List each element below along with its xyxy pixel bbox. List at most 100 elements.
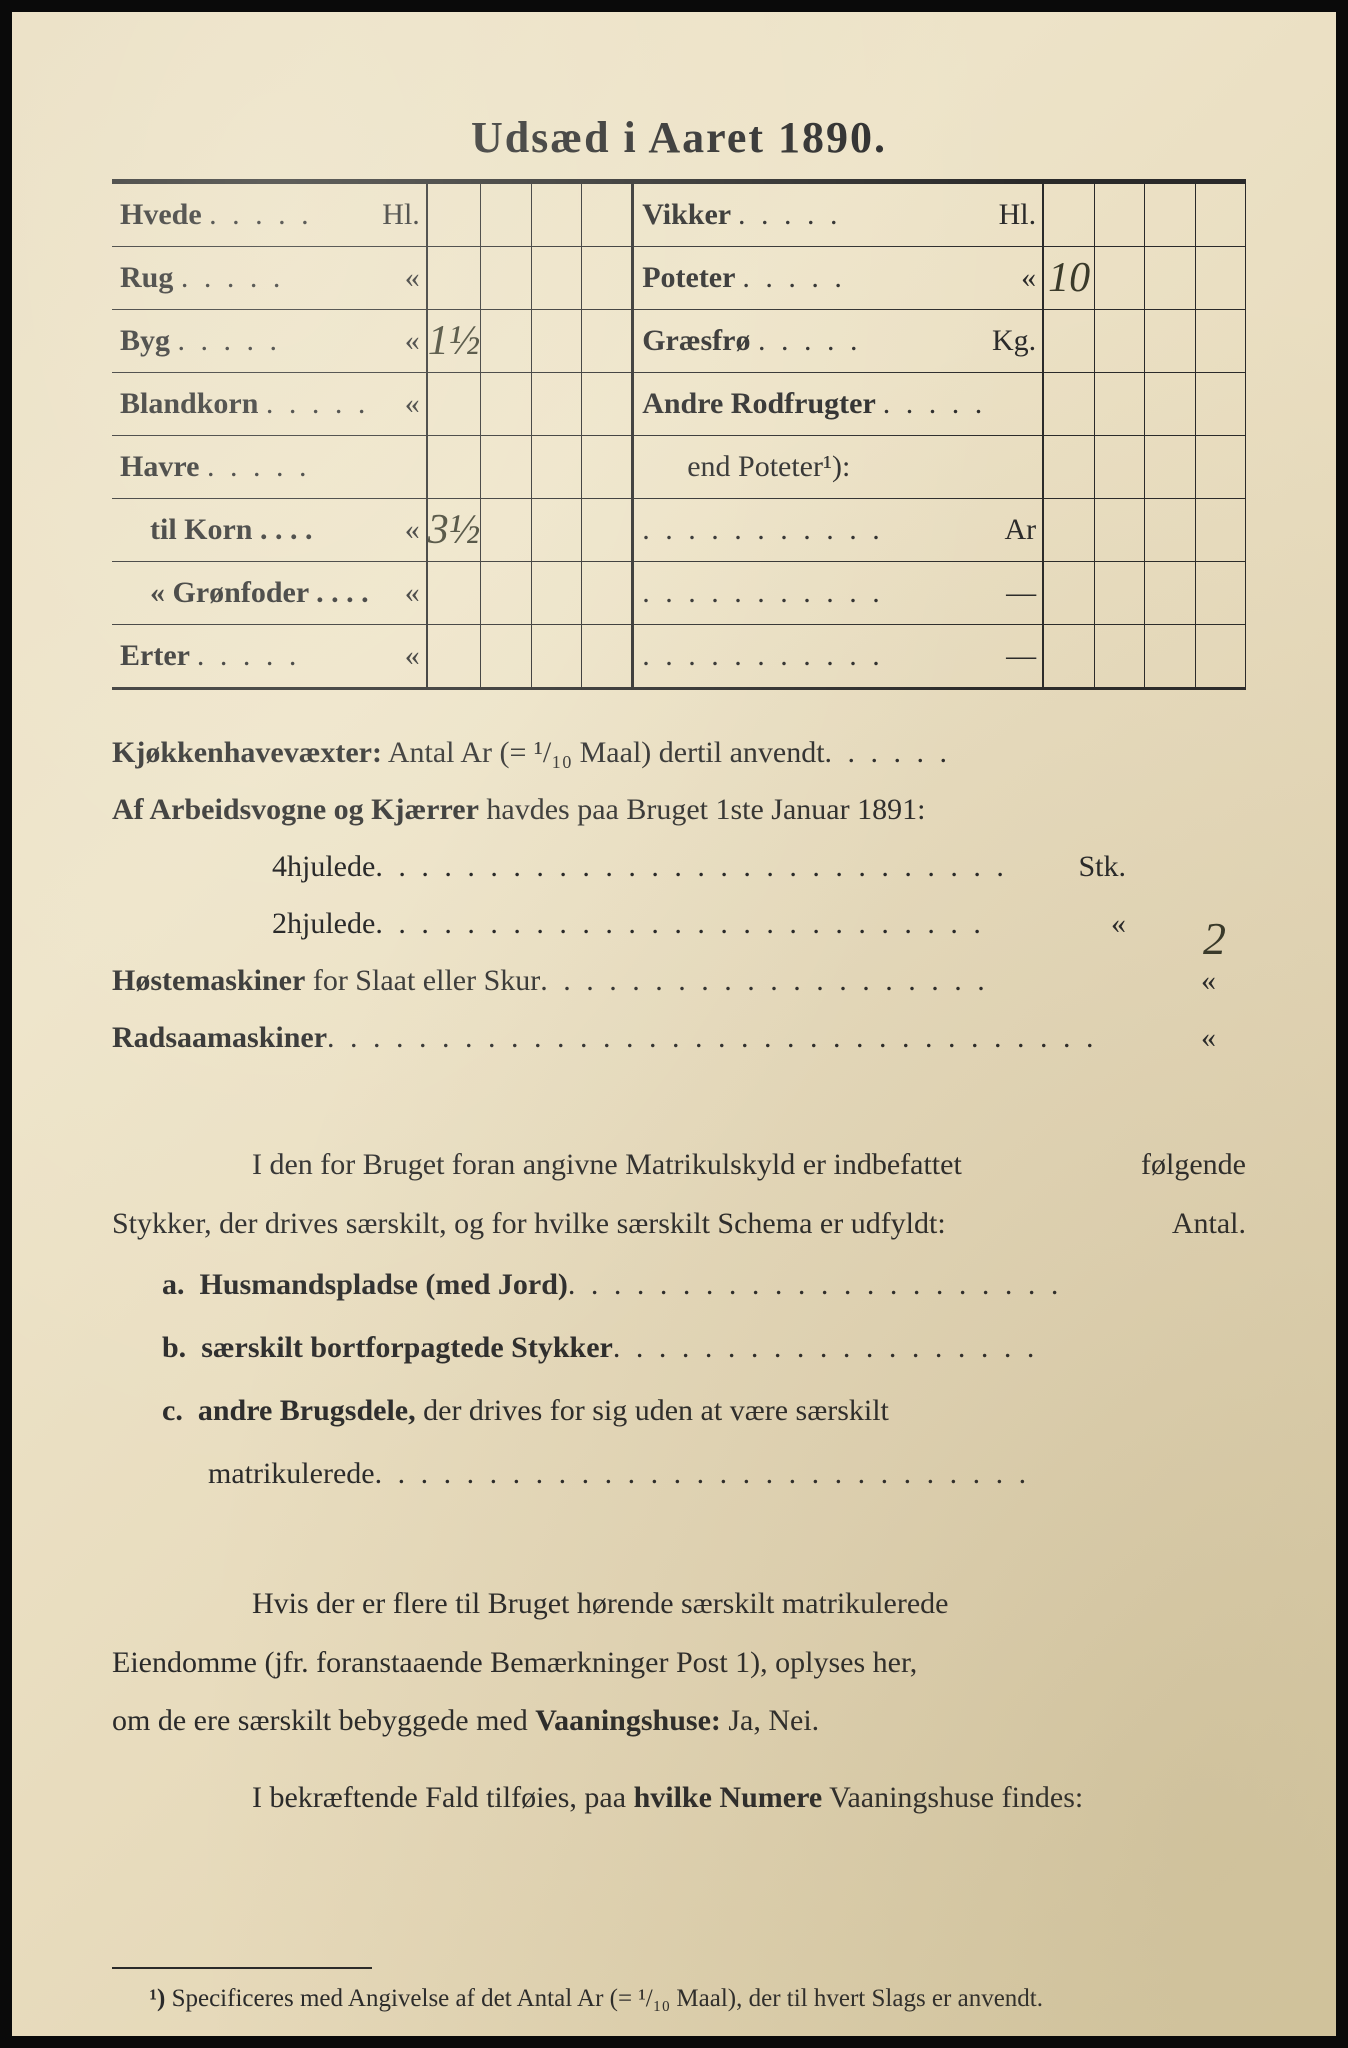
seed-cell (481, 625, 531, 689)
item-a: a. Husmandspladse (med Jord) . . . . . .… (112, 1253, 1246, 1316)
seed-cell (531, 310, 581, 373)
seed-right-unit: Hl. (986, 184, 1043, 247)
seed-cell (427, 247, 481, 310)
dotfill: . . . . . . . . . . . . . . . . . . . . … (375, 895, 985, 952)
seed-cell (1095, 184, 1145, 247)
seed-cell (1145, 247, 1195, 310)
seed-left-unit: « (370, 247, 427, 310)
seed-cell (1145, 373, 1195, 436)
seed-cell (481, 436, 531, 499)
seed-cell (1095, 625, 1145, 689)
vogne-rest: havdes paa Bruget 1ste Januar 1891: (479, 793, 926, 826)
seed-cell (531, 247, 581, 310)
seed-cell (1043, 625, 1094, 689)
footnote-text: Specificeres med Angivelse af det Antal … (165, 1985, 1043, 2012)
seed-table: Hvede . . . . .Hl.Vikker . . . . .Hl.Rug… (112, 184, 1246, 690)
bottom-p2: I bekræftende Fald tilføies, paa hvilke … (112, 1769, 1246, 1828)
seed-cell (1195, 625, 1245, 689)
seed-right-unit: Kg. (986, 310, 1043, 373)
item-c-cont: matrikulerede . . . . . . . . . . . . . … (112, 1442, 1246, 1505)
dotfill: . . . . . . (825, 724, 952, 781)
bottom-section: Hvis der er flere til Bruget hørende sær… (112, 1575, 1246, 1827)
seed-cell (427, 562, 481, 625)
seed-cell (1145, 499, 1195, 562)
matrikul-section: I den for Bruget foran angivne Matrikuls… (112, 1136, 1246, 1505)
seed-cell (1195, 247, 1245, 310)
footnote: ¹) Specificeres med Angivelse af det Ant… (112, 1979, 1246, 2019)
seed-cell (1095, 436, 1145, 499)
footnote-marker: ¹) (150, 1985, 166, 2012)
seed-right-label: Andre Rodfrugter . . . . . (633, 373, 987, 436)
seed-left-unit: « (370, 625, 427, 689)
seed-cell (1095, 247, 1145, 310)
seed-right-unit: — (986, 562, 1043, 625)
seed-cell (1145, 436, 1195, 499)
seed-cell (531, 373, 581, 436)
radsaa-label: Radsaamaskiner (112, 1021, 327, 1054)
seed-cell (1195, 310, 1245, 373)
document-page: Udsæd i Aaret 1890. Hvede . . . . .Hl.Vi… (0, 0, 1348, 2048)
hoste-label: Høstemaskiner (112, 964, 305, 997)
bottom-p1b: Eiendomme (jfr. foranstaaende Bemærkning… (112, 1634, 1246, 1693)
seed-cell (1195, 436, 1245, 499)
seed-cell: 3½ (427, 499, 481, 562)
seed-cell (1145, 625, 1195, 689)
seed-cell (1043, 184, 1094, 247)
seed-cell (1043, 499, 1094, 562)
seed-cell (531, 499, 581, 562)
seed-cell (1195, 184, 1245, 247)
hoste-unit: « (1201, 952, 1216, 1009)
bottom-p1: Hvis der er flere til Bruget hørende sær… (112, 1575, 1246, 1634)
seed-cell: 10 (1043, 247, 1094, 310)
hoste-rest: for Slaat eller Skur (305, 964, 540, 997)
radsaa-unit: « (1201, 1009, 1216, 1066)
right-word-2: Antal. (1172, 1195, 1246, 1254)
kjokken-rest: Antal Ar (= ¹/₁₀ Maal) dertil anvendt (382, 736, 825, 769)
item-c: c. andre Brugsdele, der drives for sig u… (112, 1379, 1246, 1442)
seed-cell (581, 625, 632, 689)
seed-cell (1043, 562, 1094, 625)
seed-right-label: . . . . . . . . . . . (633, 625, 987, 689)
bottom-p1c: om de ere særskilt bebyggede med Vaaning… (112, 1692, 1246, 1751)
seed-left-unit: « (370, 499, 427, 562)
seed-cell: 1½ (427, 310, 481, 373)
matrikul-intro: I den for Bruget foran angivne Matrikuls… (112, 1136, 1246, 1195)
seed-left-label: Havre . . . . . (112, 436, 370, 499)
seed-cell (581, 499, 632, 562)
seed-right-label: end Poteter¹): (633, 436, 987, 499)
seed-cell (481, 310, 531, 373)
seed-cell (481, 373, 531, 436)
kjokken-label: Kjøkkenhavevæxter: (112, 736, 382, 769)
seed-left-unit: « (370, 373, 427, 436)
seed-cell (1095, 373, 1145, 436)
seed-cell (531, 436, 581, 499)
vogne-line: Af Arbeidsvogne og Kjærrer havdes paa Br… (112, 781, 1246, 838)
seed-left-unit: Hl. (370, 184, 427, 247)
twowheel-unit: « (1111, 895, 1126, 952)
seed-cell (1095, 310, 1145, 373)
kjokken-line: Kjøkkenhavevæxter: Antal Ar (= ¹/₁₀ Maal… (112, 724, 1246, 781)
item-b: b. særskilt bortforpagtede Stykker . . .… (112, 1316, 1246, 1379)
right-word-1: følgende (1061, 1136, 1246, 1195)
seed-left-unit (370, 436, 427, 499)
seed-right-unit (986, 373, 1043, 436)
seed-cell (1145, 562, 1195, 625)
fourwheel-unit: Stk. (1078, 838, 1126, 895)
dotfill: . . . . . . . . . . . . . . . . . . . . (540, 952, 989, 1009)
seed-right-unit: « (986, 247, 1043, 310)
twowheel-line: 2hjulede . . . . . . . . . . . . . . . .… (112, 895, 1246, 952)
seed-left-label: Rug . . . . . (112, 247, 370, 310)
seed-cell (1145, 310, 1195, 373)
seed-left-label: « Grønfoder . . . . (112, 562, 370, 625)
page-title: Udsæd i Aaret 1890. (112, 112, 1246, 163)
seed-cell (1043, 373, 1094, 436)
seed-cell (427, 625, 481, 689)
seed-cell (1095, 562, 1145, 625)
seed-left-label: Hvede . . . . . (112, 184, 370, 247)
seed-right-unit: — (986, 625, 1043, 689)
seed-cell (581, 436, 632, 499)
seed-cell (581, 247, 632, 310)
seed-right-unit: Ar (986, 499, 1043, 562)
seed-cell (481, 247, 531, 310)
seed-cell (1043, 436, 1094, 499)
